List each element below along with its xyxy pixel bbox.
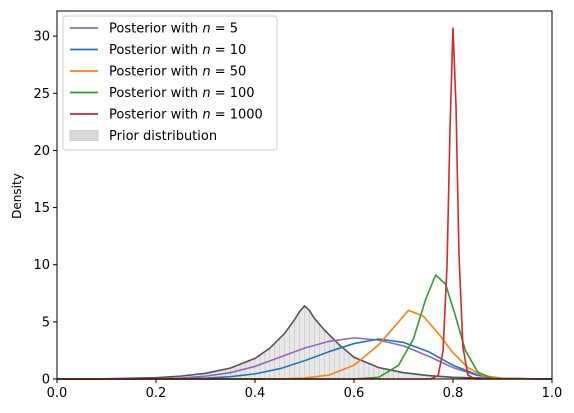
legend-label-3: Posterior with n = 100 [109,86,255,101]
legend: Posterior with n = 5 Posterior with n = 1… [62,15,278,151]
x-tick-label: 0.4 [245,386,266,401]
y-tick-label: 0 [42,373,50,388]
y-tick-label: 10 [33,258,50,273]
series-line-3 [57,274,553,380]
x-tick-label: 0.0 [47,386,68,401]
x-tick-label: 1.0 [542,386,563,401]
legend-box [62,15,278,151]
prior-layer [56,304,553,380]
y-axis-label: Density [10,173,24,219]
x-tick-label: 0.2 [146,386,167,401]
legend-label-4: Posterior with n = 1000 [109,108,263,123]
series-layer [56,27,553,380]
legend-swatch-prior [69,130,99,141]
legend-label-1: Posterior with n = 10 [109,43,246,58]
series-line-1 [56,338,553,380]
y-tick-label: 25 [33,87,50,102]
legend-label-prior: Prior distribution [109,129,217,144]
plot-frame [56,10,553,380]
series-line-4 [57,27,552,380]
x-tick-label: 0.8 [443,386,464,401]
legend-label-0: Posterior with n = 5 [109,22,238,37]
y-tick-label: 20 [33,144,50,159]
x-tick-label: 0.6 [344,386,365,401]
y-tick-label: 15 [33,201,50,216]
y-tick-label: 30 [33,30,50,45]
legend-label-2: Posterior with n = 50 [109,65,246,80]
y-tick-label: 5 [42,315,50,330]
axes-layer: 0.0 0.2 0.4 0.6 0.8 1.0 0 5 10 15 20 25 30 [33,10,563,401]
prior-curve [56,304,553,380]
